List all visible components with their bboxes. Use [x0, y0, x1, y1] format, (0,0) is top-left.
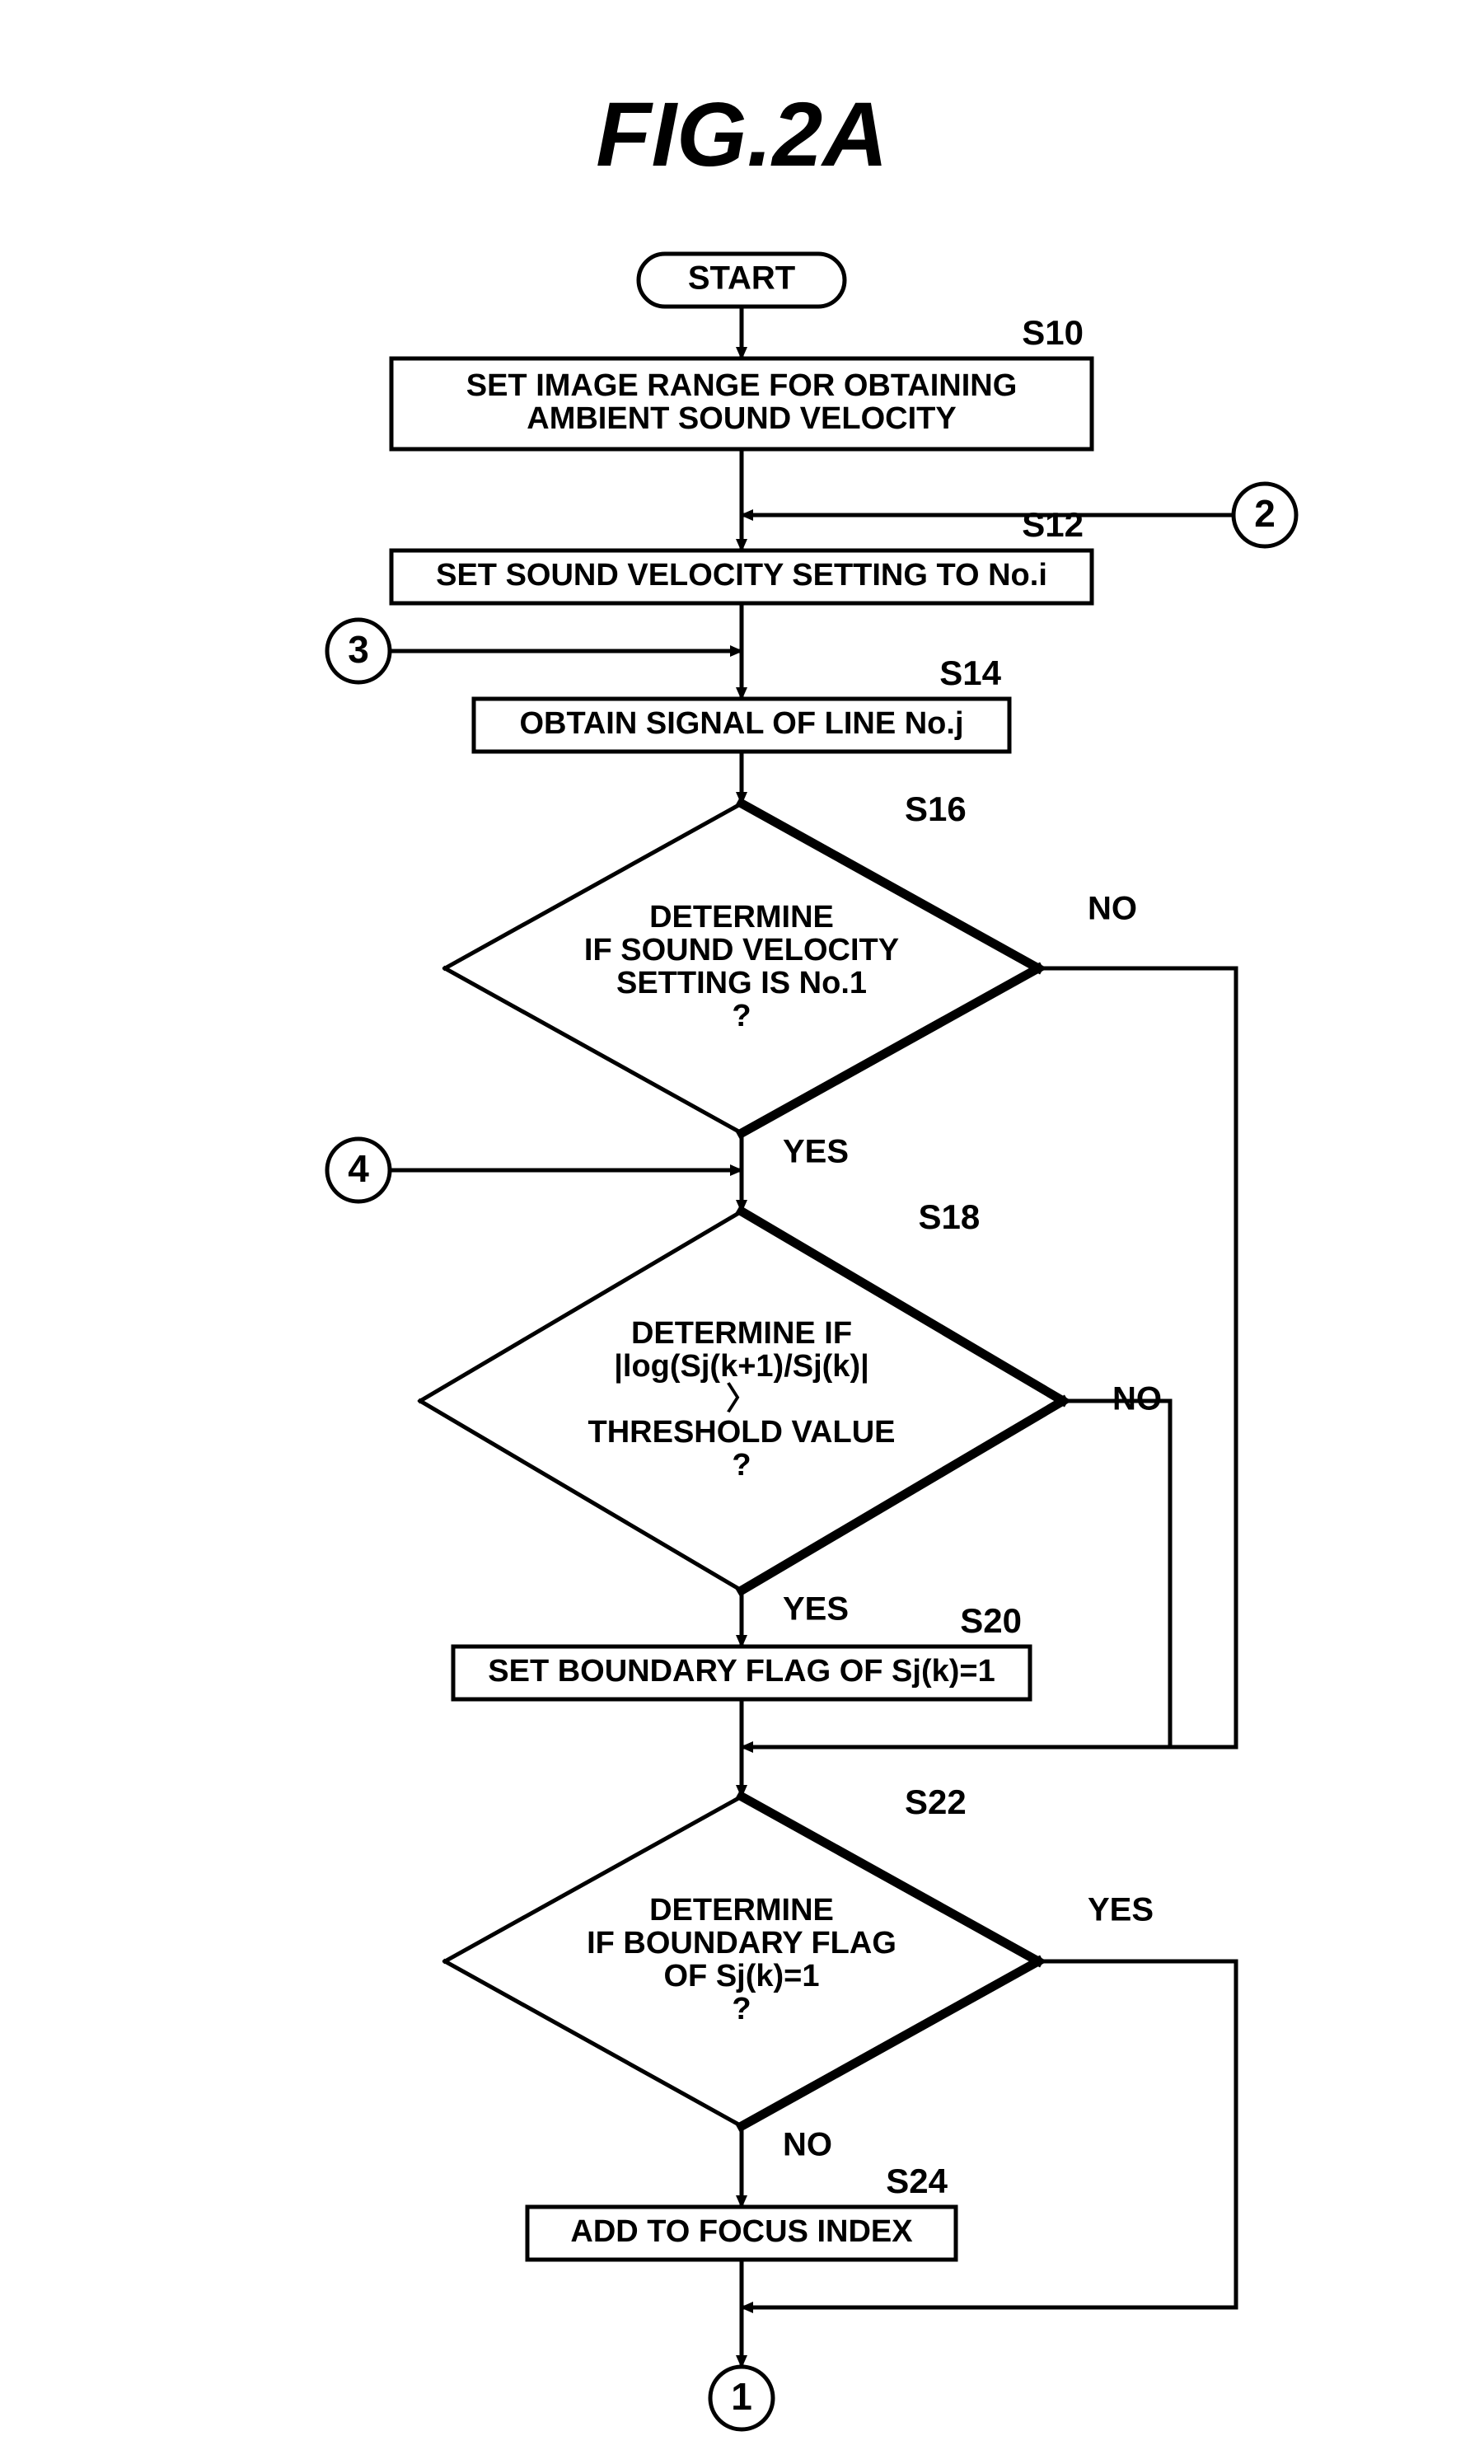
decision-s18: S18 DETERMINE IF|log(Sj(k+1)/Sj(k)|〉THRES… — [420, 1197, 1063, 1590]
svg-text:S22: S22 — [905, 1782, 967, 1821]
svg-text:S16: S16 — [905, 789, 967, 828]
svg-text:4: 4 — [348, 1147, 369, 1190]
svg-text:SET IMAGE RANGE FOR OBTAINING: SET IMAGE RANGE FOR OBTAINING — [466, 368, 1018, 403]
edge-label-s18_yes: YES — [783, 1591, 849, 1628]
edge-label-s16_no: NO — [1088, 891, 1137, 927]
svg-text:DETERMINE: DETERMINE — [649, 1893, 834, 1928]
decision-s16: S16 DETERMINEIF SOUND VELOCITYSETTING IS … — [445, 789, 1038, 1133]
flowchart-svg: START S10SET IMAGE RANGE FOR OBTAININGAMB… — [0, 0, 1484, 2464]
svg-text:?: ? — [732, 1992, 751, 2026]
edge-label-s22_no: NO — [783, 2127, 832, 2163]
svg-text:S18: S18 — [919, 1197, 981, 1236]
edge-label-s16_yes: YES — [783, 1134, 849, 1170]
connector-c2: 2 — [1234, 484, 1296, 546]
svg-text:THRESHOLD VALUE: THRESHOLD VALUE — [588, 1415, 896, 1450]
svg-text:AMBIENT SOUND VELOCITY: AMBIENT SOUND VELOCITY — [527, 401, 956, 436]
decision-s22: S22 DETERMINEIF BOUNDARY FLAGOF Sj(k)=1? — [445, 1782, 1038, 2126]
svg-text:DETERMINE IF: DETERMINE IF — [631, 1316, 852, 1351]
connector-c1: 1 — [710, 2367, 773, 2429]
svg-text:|log(Sj(k+1)/Sj(k)|: |log(Sj(k+1)/Sj(k)| — [614, 1349, 868, 1384]
svg-text:IF BOUNDARY FLAG: IF BOUNDARY FLAG — [587, 1926, 896, 1960]
svg-text:〉: 〉 — [726, 1382, 757, 1417]
arrow-s18-no — [1063, 1401, 1170, 1747]
connector-c4: 4 — [327, 1139, 390, 1202]
svg-text:SETTING IS No.1: SETTING IS No.1 — [616, 966, 867, 1000]
svg-text:SET SOUND VELOCITY SETTING TO: SET SOUND VELOCITY SETTING TO No.i — [436, 558, 1047, 593]
svg-text:ADD TO FOCUS INDEX: ADD TO FOCUS INDEX — [570, 2214, 913, 2249]
flowchart-page: FIG.2A STARTS10SET IMAGE RANGE FOR OBTAI… — [0, 0, 1484, 2464]
svg-text:DETERMINE: DETERMINE — [649, 900, 834, 935]
svg-text:3: 3 — [348, 628, 369, 671]
svg-text:START: START — [688, 260, 795, 297]
svg-text:S12: S12 — [1022, 505, 1084, 544]
connector-c3: 3 — [327, 620, 390, 682]
svg-text:S10: S10 — [1022, 313, 1084, 352]
svg-text:?: ? — [732, 999, 751, 1033]
svg-text:S24: S24 — [886, 2162, 948, 2200]
svg-text:?: ? — [732, 1448, 751, 1483]
svg-text:OF Sj(k)=1: OF Sj(k)=1 — [664, 1959, 820, 1993]
edge-label-s22_yes: YES — [1088, 1892, 1154, 1928]
svg-text:S20: S20 — [960, 1601, 1022, 1640]
svg-text:OBTAIN SIGNAL OF LINE No.j: OBTAIN SIGNAL OF LINE No.j — [519, 706, 963, 741]
svg-text:2: 2 — [1254, 492, 1276, 535]
svg-text:S14: S14 — [939, 653, 1001, 692]
svg-text:SET BOUNDARY FLAG OF Sj(k)=1: SET BOUNDARY FLAG OF Sj(k)=1 — [488, 1654, 995, 1689]
svg-text:1: 1 — [731, 2375, 752, 2418]
edge-label-s18_no: NO — [1112, 1381, 1162, 1417]
svg-text:IF SOUND VELOCITY: IF SOUND VELOCITY — [584, 933, 899, 967]
